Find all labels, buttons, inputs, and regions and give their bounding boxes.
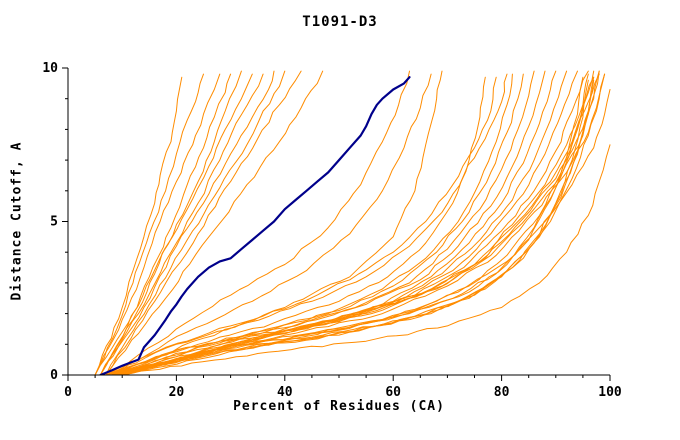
- model-39-curve: [121, 70, 600, 375]
- model-24-curve: [116, 70, 578, 375]
- model-20-curve: [110, 70, 535, 375]
- x-axis-label: Percent of Residues (CA): [233, 399, 445, 414]
- x-axis-ticks: 0 20 40 60 80 100: [64, 375, 622, 400]
- model-05-curve: [100, 70, 242, 375]
- model-09-curve: [105, 70, 286, 375]
- curves-layer: [94, 70, 611, 375]
- model-07-curve: [100, 73, 264, 375]
- model-11-curve: [105, 70, 324, 375]
- x-tick-label: 0: [64, 385, 72, 400]
- y-axis-label: Distance Cutoff, A: [9, 141, 25, 301]
- model-19-curve: [105, 73, 524, 375]
- model-13-curve: [110, 73, 432, 375]
- model-16-curve: [105, 73, 508, 375]
- x-tick-label: 100: [598, 385, 622, 400]
- model-33-curve: [105, 79, 589, 375]
- model-04-curve: [100, 73, 232, 375]
- model-23-curve: [116, 70, 568, 375]
- chart-title: T1091-D3: [302, 14, 378, 30]
- model-06-curve: [94, 73, 253, 375]
- x-tick-label: 20: [169, 385, 185, 400]
- model-21-curve: [110, 70, 546, 375]
- model-37-curve: [110, 76, 584, 375]
- model-17-curve: [110, 76, 486, 375]
- x-tick-label: 80: [494, 385, 510, 400]
- model-02-curve: [94, 73, 204, 375]
- y-tick-label: 5: [50, 215, 58, 230]
- model-03-curve: [94, 73, 221, 375]
- model-12-curve: [110, 70, 410, 375]
- model-31-curve: [110, 76, 595, 375]
- model-08-curve: [100, 70, 275, 375]
- y-tick-label: 10: [42, 61, 58, 76]
- model-34-curve: [105, 79, 595, 375]
- model-30-curve: [116, 144, 611, 375]
- model-01-curve: [94, 76, 183, 375]
- x-tick-label: 60: [385, 385, 401, 400]
- model-14-curve: [110, 70, 443, 375]
- model-10-curve: [105, 70, 302, 375]
- highlighted-model-curve: [99, 76, 411, 375]
- x-tick-label: 40: [277, 385, 293, 400]
- y-axis-ticks: 0 5 10: [42, 61, 68, 383]
- y-tick-label: 0: [50, 368, 58, 383]
- model-29-curve: [121, 89, 611, 375]
